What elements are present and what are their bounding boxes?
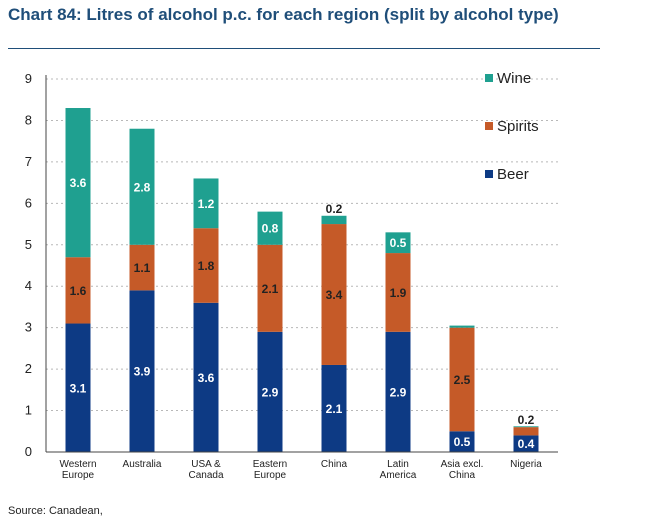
- legend-swatch-spirits: [485, 122, 493, 130]
- data-label: 2.1: [262, 282, 279, 296]
- data-label: 1.8: [198, 259, 215, 273]
- y-tick-label: 2: [25, 361, 32, 376]
- x-category-label: America: [380, 470, 417, 481]
- bar-segment-beer: [321, 364, 347, 452]
- bar-segment-spirits: [257, 244, 283, 332]
- data-label: 0.8: [262, 222, 279, 236]
- data-label: 0.4: [518, 437, 535, 451]
- data-label: 3.6: [198, 371, 215, 385]
- x-category-label: Nigeria: [510, 459, 542, 470]
- bar-segment-beer: [257, 331, 283, 452]
- legend-label-spirits: Spirits: [497, 118, 539, 135]
- chart-title: Chart 84: Litres of alcohol p.c. for eac…: [8, 5, 559, 24]
- x-category-label: Latin: [387, 459, 409, 470]
- x-category-label: Western: [59, 459, 96, 470]
- y-tick-label: 8: [25, 112, 32, 127]
- data-label: 3.6: [70, 176, 87, 190]
- data-label: 2.9: [390, 385, 407, 399]
- bar-segment-wine: [257, 211, 283, 245]
- y-tick-label: 5: [25, 237, 32, 252]
- data-label: 1.1: [134, 261, 151, 275]
- data-label: 2.1: [326, 402, 343, 416]
- bar-segment-beer: [513, 435, 539, 452]
- bar-segment-spirits: [513, 427, 539, 436]
- data-label: 1.6: [70, 284, 87, 298]
- bar-segment-wine: [321, 215, 347, 225]
- legend-label-beer: Beer: [497, 166, 529, 183]
- data-label: 3.9: [134, 365, 151, 379]
- x-category-label: Australia: [123, 459, 162, 470]
- bars: 3.1 1.6 3.6 3.9 1.1 2.8 3.6 1.8 1.2 2.9 2.1 0.8 2.1 3…: [65, 108, 539, 452]
- y-tick-label: 1: [25, 403, 32, 418]
- y-tick-label: 6: [25, 195, 32, 210]
- data-label: 0.2: [326, 202, 343, 216]
- bar-segment-spirits: [129, 244, 155, 291]
- bar-segment-spirits: [65, 257, 91, 324]
- data-label: 0.2: [518, 413, 535, 427]
- gridlines: [46, 78, 558, 412]
- data-label: 0.5: [454, 435, 471, 449]
- bar-segment-beer: [193, 302, 219, 452]
- x-category-label: Asia excl.: [441, 459, 484, 470]
- bar-segment-beer: [385, 331, 411, 452]
- bar-segment-spirits: [449, 327, 475, 432]
- x-category-label: Canada: [188, 470, 223, 481]
- bar-segment-wine: [65, 108, 91, 258]
- bar-segment-wine: [193, 178, 219, 229]
- legend-swatch-wine: [485, 74, 493, 82]
- y-tick-label: 4: [25, 278, 32, 293]
- data-label: 0.5: [390, 236, 407, 250]
- data-label: 2.8: [134, 180, 151, 194]
- x-category-label: Eastern: [253, 459, 287, 470]
- data-label: 2.5: [454, 373, 471, 387]
- bar-segment-spirits: [385, 253, 411, 332]
- title-divider: [8, 48, 600, 49]
- y-tick-label: 9: [25, 71, 32, 86]
- x-category-label: Europe: [62, 470, 95, 481]
- bar-segment-wine: [513, 426, 539, 428]
- y-tick-label: 0: [25, 444, 32, 459]
- x-category-label: Europe: [254, 470, 287, 481]
- bar-segment-wine: [385, 232, 411, 254]
- x-category-label: China: [449, 470, 476, 481]
- bar-segment-beer: [449, 431, 475, 452]
- legend: Wine Spirits Beer: [485, 70, 539, 183]
- bar-segment-spirits: [193, 228, 219, 303]
- bar-segment-spirits: [321, 224, 347, 365]
- data-label: 1.9: [390, 286, 407, 300]
- x-category-label: USA &: [191, 459, 221, 470]
- data-label: 1.2: [198, 197, 215, 211]
- source-note: Source: Canadean,: [8, 505, 103, 517]
- bar-segment-wine: [129, 128, 155, 245]
- y-tick-label: 3: [25, 320, 32, 335]
- x-category-label: China: [321, 459, 348, 470]
- bar-segment-beer: [65, 323, 91, 452]
- bar-segment-wine: [449, 325, 475, 328]
- data-label: 3.4: [326, 288, 343, 302]
- legend-swatch-beer: [485, 170, 493, 178]
- y-tick-label: 7: [25, 154, 32, 169]
- data-label: 3.1: [70, 381, 87, 395]
- bar-segment-beer: [129, 290, 155, 452]
- legend-label-wine: Wine: [497, 70, 531, 87]
- data-label: 2.9: [262, 385, 279, 399]
